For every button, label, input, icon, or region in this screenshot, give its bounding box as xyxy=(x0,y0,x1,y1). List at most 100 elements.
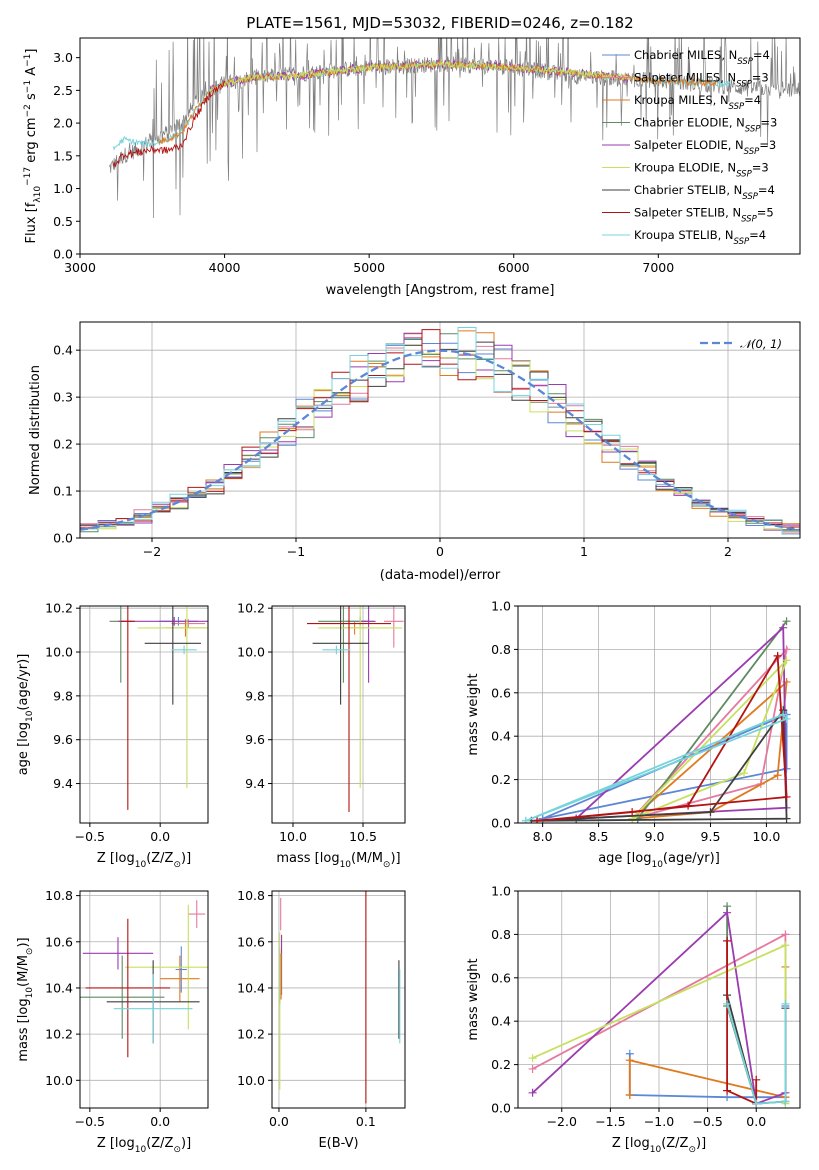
y-tick-label: 1.5 xyxy=(53,148,73,163)
legend-label-chabrier-miles: Chabrier MILES, NSSP=4 xyxy=(634,48,770,67)
axes-frame xyxy=(271,605,406,824)
weight-marker-kroupa-stelib xyxy=(782,714,791,723)
x-tick-label: 10.0 xyxy=(753,829,781,844)
x-tick-label: 0.1 xyxy=(356,1114,376,1129)
y-tick-label: 10.8 xyxy=(237,888,265,903)
weight-vs-metallicity-panel: −2.0 −1.5 −1.0 −0.5 0.0 0.0 0.2 0.4 0.6 0.8 1.0 Z [… xyxy=(466,884,801,1155)
axes-frame xyxy=(517,605,801,824)
y-axis-label: mass weight xyxy=(466,958,481,1040)
x-tick-label: −0.5 xyxy=(692,1114,722,1129)
y-axis-label: Flux [fλ10−17 erg cm−2 s−1 A−1] xyxy=(23,49,43,244)
y-tick-label: 10.6 xyxy=(45,934,73,949)
weight-marker-kroupa-miles xyxy=(625,1056,634,1065)
weight-marker-salpeter-elodie xyxy=(723,908,732,917)
weight-line-kroupa-stelib xyxy=(525,713,789,822)
y-tick-label: 0.0 xyxy=(491,1101,511,1116)
y-axis-label: Normed distribution xyxy=(28,365,43,495)
x-tick-label: 9.0 xyxy=(645,829,665,844)
x-tick-label: 6000 xyxy=(498,260,530,275)
x-tick-label: −0.5 xyxy=(75,829,105,844)
model-line-kroupa-miles xyxy=(157,60,717,146)
y-tick-label: 0.3 xyxy=(53,390,73,405)
x-tick-label: 8.0 xyxy=(533,829,553,844)
model-line-salpeter-stelib xyxy=(112,80,225,168)
weight-marker-kroupa-miles xyxy=(625,1090,634,1099)
legend-label-kroupa-miles: Kroupa MILES, NSSP=4 xyxy=(634,93,761,112)
y-tick-label: 9.6 xyxy=(53,732,73,747)
y-tick-label: 10.4 xyxy=(45,980,73,995)
legend-label-salpeter-stelib: Salpeter STELIB, NSSP=5 xyxy=(634,206,774,225)
y-tick-label: 1.0 xyxy=(491,884,511,899)
x-tick-label: 0.0 xyxy=(269,1114,289,1129)
y-tick-label: 10.8 xyxy=(45,888,73,903)
plot-area xyxy=(80,327,800,535)
age-vs-mass-panel: 10.0 10.5 9.4 9.6 9.8 10.0 10.2 mass [log10(M/M… xyxy=(237,601,406,870)
y-tick-label: 0.2 xyxy=(491,772,511,787)
weight-marker-kroupa-stelib xyxy=(779,710,788,719)
weight-line-kroupa-elodie xyxy=(631,659,788,820)
y-tick-label: 10.0 xyxy=(45,1073,73,1088)
y-axis-label: age [log10(age/yr)] xyxy=(16,654,35,776)
weight-marker-salpeter-elodie xyxy=(779,623,788,632)
legend-label-chabrier-elodie: Chabrier ELODIE, NSSP=3 xyxy=(634,116,777,135)
model-line-kroupa-elodie xyxy=(209,59,630,93)
weight-marker-kroupa-stelib xyxy=(781,999,790,1008)
weight-marker-kroupa-elodie xyxy=(781,941,790,950)
x-tick-label: 10.5 xyxy=(349,829,377,844)
y-tick-label: 0.1 xyxy=(53,484,73,499)
legend-label-normal: 𝒩(0, 1) xyxy=(740,337,782,351)
axes-frame xyxy=(271,890,406,1109)
weight-line-salpeter-miles xyxy=(631,646,789,820)
weight-line-kroupa-stelib xyxy=(726,1003,787,1105)
weight-marker-kroupa-stelib xyxy=(521,816,530,823)
weight-line-salpeter-stelib xyxy=(726,940,758,1106)
x-tick-label: 5000 xyxy=(353,260,385,275)
weight-vs-age-panel: 8.0 8.5 9.0 9.5 10.0 0.0 0.2 0.4 0.6 0.8 1.0 age [l… xyxy=(466,599,801,870)
y-tick-label: 0.5 xyxy=(53,214,73,229)
plot-area xyxy=(279,891,401,1104)
weight-marker-chabrier-stelib xyxy=(706,808,715,817)
y-tick-label: 10.0 xyxy=(45,645,73,660)
x-axis-label: wavelength [Angstrom, rest frame] xyxy=(326,283,555,298)
y-tick-label: 9.6 xyxy=(245,732,265,747)
y-tick-label: 0.8 xyxy=(491,927,511,942)
weight-marker-chabrier-elodie xyxy=(782,617,791,626)
axes-frame xyxy=(79,605,209,824)
x-tick-label: 0.0 xyxy=(150,829,170,844)
weight-marker-kroupa-stelib xyxy=(781,1097,790,1106)
weight-marker-salpeter-stelib xyxy=(533,816,542,823)
y-tick-label: 0.4 xyxy=(491,729,511,744)
weight-marker-chabrier-stelib xyxy=(782,814,791,823)
legend-label-salpeter-miles: Salpeter MILES, NSSP=3 xyxy=(634,71,769,90)
y-tick-label: 10.0 xyxy=(237,645,265,660)
weight-marker-salpeter-stelib xyxy=(782,792,791,801)
x-axis-label: Z [log10(Z/Z⊙)] xyxy=(612,1136,706,1155)
y-tick-label: 0.4 xyxy=(53,343,73,358)
legend-label-salpeter-elodie: Salpeter ELODIE, NSSP=3 xyxy=(634,138,776,157)
plot-area xyxy=(521,617,791,823)
mass-vs-reddening-panel: 0.0 0.1 10.0 10.2 10.4 10.6 10.8 E(B-V) xyxy=(237,888,406,1151)
x-tick-label: −2 xyxy=(143,544,161,559)
y-tick-label: 10.6 xyxy=(237,934,265,949)
figure-title: PLATE=1561, MJD=53032, FIBERID=0246, z=0… xyxy=(246,14,633,32)
y-axis-label: mass weight xyxy=(466,673,481,755)
y-tick-label: 0.6 xyxy=(491,970,511,985)
y-tick-label: 10.0 xyxy=(237,1073,265,1088)
spectrum-legend: Chabrier MILES, NSSP=4 Salpeter MILES, NS… xyxy=(602,48,777,247)
y-tick-label: 9.4 xyxy=(245,776,265,791)
plot-area xyxy=(307,606,404,813)
x-axis-label: age [log10(age/yr)] xyxy=(598,851,720,870)
spectrum-panel: 3000 4000 5000 6000 7000 0.0 0.5 1.0 1.5 2.0 2.5 3.… xyxy=(23,37,801,298)
x-tick-label: 1 xyxy=(580,544,588,559)
y-tick-label: 2.5 xyxy=(53,83,73,98)
y-tick-label: 0.2 xyxy=(491,1057,511,1072)
legend-label-kroupa-elodie: Kroupa ELODIE, NSSP=3 xyxy=(634,161,769,180)
y-tick-label: 0.0 xyxy=(53,247,73,262)
x-tick-label: 10.0 xyxy=(279,829,307,844)
x-tick-label: 0.0 xyxy=(746,1114,766,1129)
residuals-panel: −2 −1 0 1 2 0.0 0.1 0.2 0.3 0.4 (data-model)/error… xyxy=(28,321,801,583)
y-tick-label: 1.0 xyxy=(53,181,73,196)
x-tick-label: −2.0 xyxy=(547,1114,577,1129)
age-vs-metallicity-panel: −0.5 0.0 9.4 9.6 9.8 10.0 10.2 Z [log10(Z/Z⊙)] a… xyxy=(16,601,209,870)
